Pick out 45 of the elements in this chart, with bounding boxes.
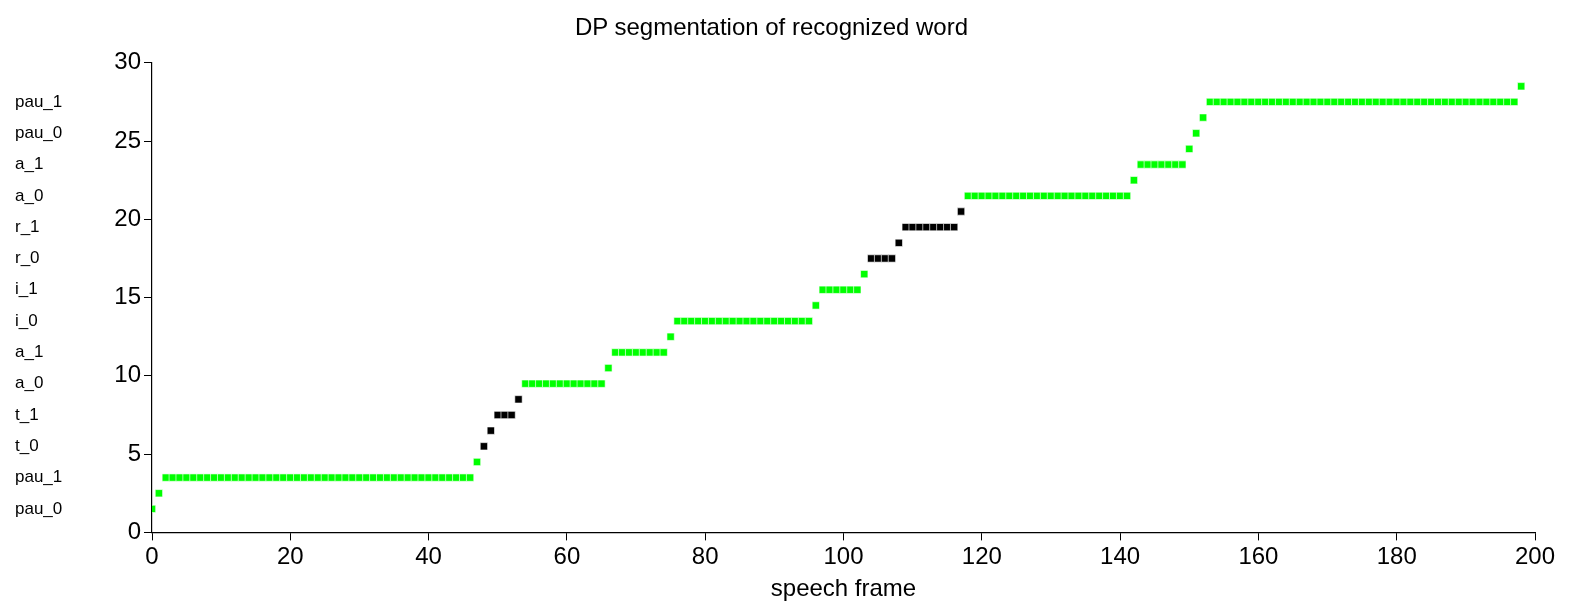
x-tick-label: 20	[276, 542, 304, 570]
text: a_1	[15, 154, 44, 174]
y-tick-label: 0	[127, 517, 141, 545]
text: r_0	[15, 248, 40, 268]
x-axis-title: speech frame	[770, 574, 917, 602]
x-tick-label: 40	[415, 542, 442, 570]
text: a_0	[15, 185, 44, 205]
y-tick-label: 15	[114, 282, 141, 310]
x-tick-label: 200	[1514, 542, 1556, 570]
point	[486, 426, 495, 435]
point	[514, 395, 523, 404]
point	[887, 254, 896, 263]
x-tick-label: 160	[1238, 542, 1279, 570]
text: t_0	[15, 435, 39, 455]
x-tick-label: 60	[553, 542, 581, 570]
text: i_0	[15, 310, 38, 330]
text: pau_0	[15, 498, 63, 518]
x-tick-label: 0	[145, 542, 159, 570]
x-tick-label: 120	[961, 542, 1002, 570]
point	[479, 442, 488, 451]
text: i_1	[15, 279, 38, 299]
point	[950, 223, 959, 232]
x-tick-label: 180	[1376, 542, 1417, 570]
point	[957, 207, 966, 216]
text: r_1	[15, 216, 40, 236]
text: pau_0	[15, 122, 63, 142]
x-tick-label: 140	[1100, 542, 1141, 570]
point	[874, 254, 883, 263]
y-tick-label: 5	[127, 438, 141, 466]
point	[881, 254, 889, 263]
text: a_1	[15, 342, 44, 362]
text: t_1	[15, 404, 39, 424]
x-tick-label: 100	[823, 542, 864, 570]
text: pau_1	[15, 467, 63, 487]
y-tick-label: 20	[114, 203, 141, 231]
text: a_0	[15, 373, 44, 393]
x-tick-label: 80	[691, 542, 719, 570]
y-tick-label: 25	[114, 125, 141, 153]
y-tick-label: 30	[114, 47, 141, 75]
point	[894, 238, 903, 247]
y-tick-label: 10	[114, 360, 141, 388]
point	[507, 411, 516, 419]
chart-title: DP segmentation of recognized word	[574, 13, 969, 41]
point	[867, 254, 876, 263]
text: pau_1	[15, 91, 63, 111]
